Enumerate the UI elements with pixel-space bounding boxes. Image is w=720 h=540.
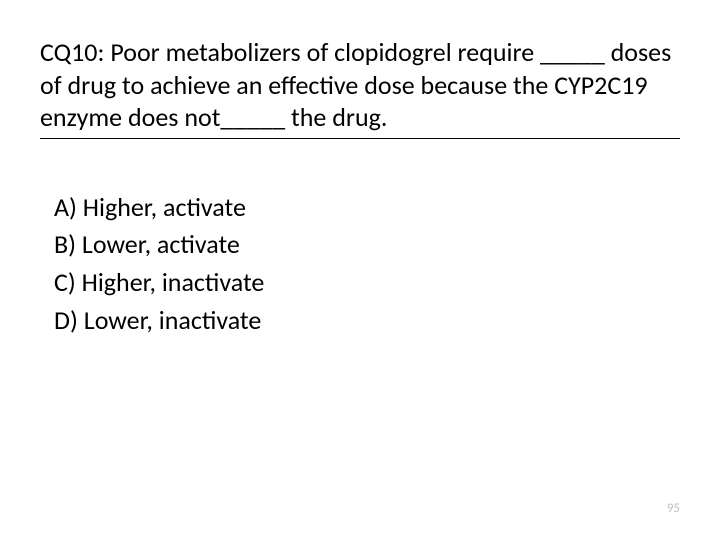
option-b: B) Lower, activate — [54, 226, 680, 264]
page-number: 95 — [667, 501, 680, 516]
options-list: A) Higher, activate B) Lower, activate C… — [40, 189, 680, 340]
slide: CQ10: Poor metabolizers of clopidogrel r… — [0, 0, 720, 540]
option-c: C) Higher, inactivate — [54, 264, 680, 302]
option-d: D) Lower, inactivate — [54, 302, 680, 340]
question-text: CQ10: Poor metabolizers of clopidogrel r… — [40, 36, 680, 139]
option-a: A) Higher, activate — [54, 189, 680, 227]
